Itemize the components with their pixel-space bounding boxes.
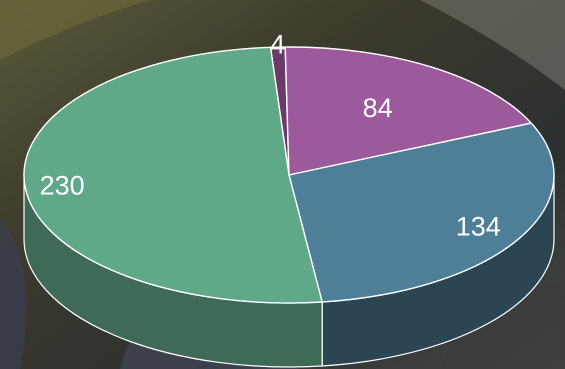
pie-data-label-3: 230 — [40, 171, 85, 201]
pie-slice-3 — [23, 46, 323, 304]
pie-data-label-2: 134 — [456, 212, 501, 242]
pie-data-label-1: 84 — [363, 93, 393, 123]
pie-slice-2 — [288, 122, 555, 303]
pie-slice-1 — [284, 46, 532, 176]
pie-data-labels: 4 84 134 230 — [40, 30, 501, 242]
pie-slices — [23, 46, 555, 304]
pie-data-label-0: 4 — [270, 30, 285, 60]
